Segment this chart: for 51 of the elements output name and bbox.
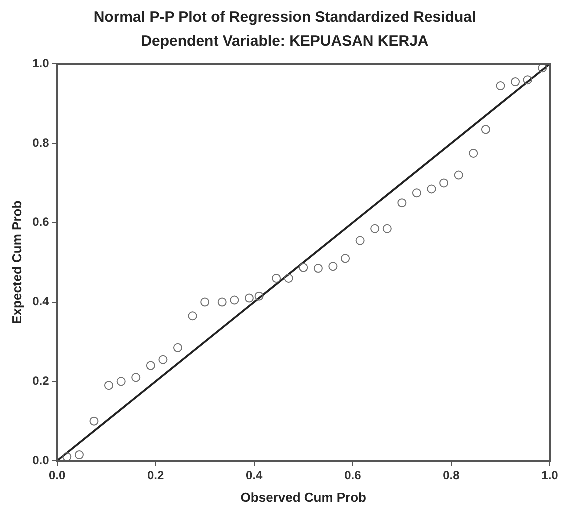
point	[132, 373, 141, 382]
x-axis-title: Observed Cum Prob	[240, 490, 367, 505]
point	[427, 184, 436, 194]
y-tick-label: 1.0	[32, 56, 50, 71]
point	[538, 64, 548, 73]
point	[299, 263, 308, 272]
point	[230, 296, 240, 305]
point	[90, 416, 99, 426]
point	[341, 254, 350, 264]
y-tick-label: 0.0	[32, 453, 50, 468]
point	[200, 298, 210, 307]
y-tick-label: 0.2	[32, 374, 50, 388]
point	[104, 381, 114, 390]
point	[454, 170, 464, 180]
point	[382, 224, 392, 234]
y-tick-label: 0.6	[32, 215, 50, 230]
point	[370, 224, 380, 234]
chart-title: Normal P-P Plot of Regression Standardized Residual	[92, 8, 478, 28]
x-tick-label: 0.2	[147, 468, 164, 483]
point	[440, 178, 449, 188]
point	[398, 198, 407, 208]
point	[314, 264, 323, 274]
point	[469, 148, 478, 158]
point	[511, 78, 520, 87]
point	[284, 274, 294, 283]
point	[218, 298, 227, 307]
y-tick-label: 0.8	[32, 136, 50, 150]
x-tick-label: 0.8	[443, 468, 460, 483]
point	[62, 452, 72, 461]
y-axis-title: Expected Cum Prob	[9, 200, 24, 324]
point	[272, 274, 282, 283]
x-tick-label: 0.0	[48, 468, 66, 483]
y-tick-label: 0.4	[32, 294, 50, 309]
point	[523, 76, 532, 85]
point	[328, 262, 338, 272]
chart-subtitle: Dependent Variable: KEPUASAN KERJA	[140, 32, 430, 52]
point	[174, 343, 182, 352]
point	[116, 377, 126, 386]
point	[254, 292, 264, 301]
point	[158, 355, 168, 364]
point	[496, 82, 506, 91]
x-tick-label: 0.4	[246, 468, 264, 483]
point	[356, 236, 365, 246]
point	[244, 294, 254, 303]
point	[481, 125, 490, 134]
x-tick-label: 0.6	[344, 468, 362, 483]
point	[412, 188, 422, 198]
x-tick-label: 1.0	[542, 468, 559, 483]
point	[74, 450, 84, 460]
point	[188, 312, 198, 321]
point	[146, 361, 156, 370]
